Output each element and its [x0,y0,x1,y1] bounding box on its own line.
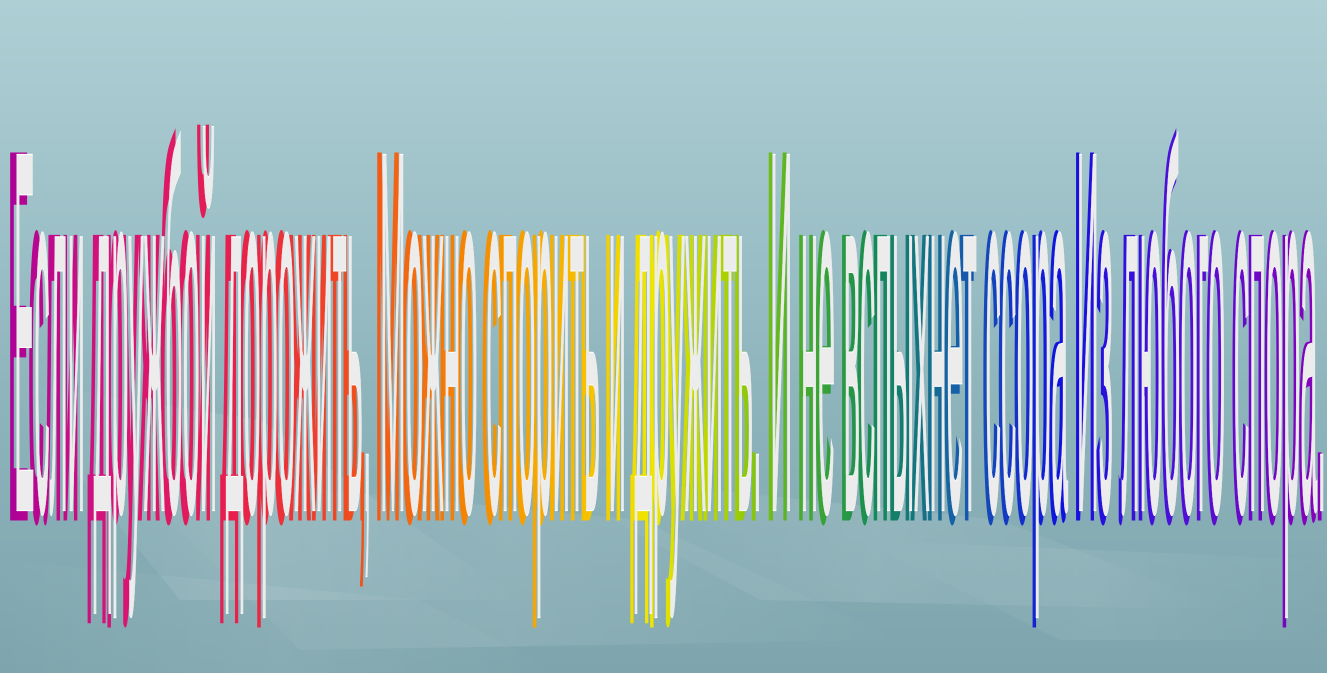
poem-text: Если дружбой дорожить, Можно спорить и д… [14,44,1326,622]
poem-text-shadow: Если дружбой дорожить, Можно спорить и д… [8,48,1324,626]
